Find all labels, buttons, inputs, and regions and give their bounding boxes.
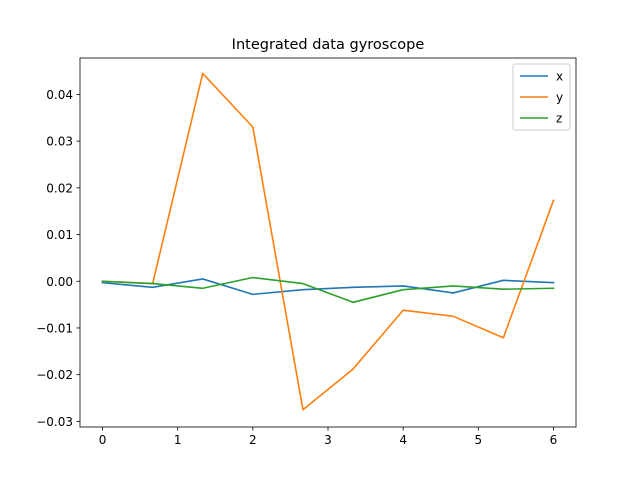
data-point-x (151, 286, 154, 289)
data-point-x (452, 292, 455, 294)
data-point-y (302, 408, 304, 411)
x-tick-label: 6 (550, 433, 558, 447)
data-point-z (352, 301, 354, 304)
data-point-x (552, 281, 555, 284)
y-tick-label: −0.02 (36, 368, 73, 382)
data-point-x (101, 281, 104, 284)
data-point-z (302, 282, 304, 285)
data-point-y (252, 126, 254, 128)
data-point-z (502, 288, 505, 291)
legend: xyz (512, 63, 571, 131)
data-point-x (201, 278, 204, 280)
data-point-z (252, 276, 254, 279)
data-point-y (552, 199, 555, 202)
data-point-z (101, 280, 104, 283)
data-point-x (252, 293, 254, 296)
y-tick-label: −0.03 (36, 415, 73, 429)
data-point-x (402, 285, 404, 287)
data-point-z (452, 285, 455, 287)
x-tick-label: 0 (99, 433, 107, 447)
data-point-z (151, 282, 154, 285)
y-tick-label: 0.00 (46, 275, 73, 289)
chart-title: Integrated data gyroscope (232, 37, 425, 53)
legend-label-y: y (556, 91, 563, 105)
data-point-y (502, 336, 505, 339)
series-line-z (101, 276, 555, 304)
data-point-x (302, 288, 304, 291)
data-point-y (201, 72, 204, 75)
y-tick-label: 0.03 (46, 135, 73, 149)
x-tick-label: 3 (324, 433, 332, 447)
x-tick-label: 4 (399, 433, 407, 447)
data-point-y (352, 368, 354, 370)
x-tick-label: 1 (174, 433, 182, 447)
x-tick-label: 2 (249, 433, 257, 447)
series-line-y (101, 72, 555, 411)
y-tick-label: 0.01 (46, 228, 73, 242)
data-point-y (402, 309, 404, 312)
legend-label-z: z (556, 112, 562, 126)
data-point-x (352, 286, 354, 289)
data-point-x (502, 279, 505, 282)
y-axis: −0.03 −0.02 −0.01 0.00 0.01 0.02 0.03 0.04 (36, 88, 80, 429)
x-tick-label: 5 (474, 433, 482, 447)
plot-lines (101, 72, 555, 411)
y-tick-label: −0.01 (36, 321, 73, 335)
data-point-z (402, 288, 404, 291)
data-point-z (552, 287, 555, 290)
axes-frame (79, 57, 577, 428)
data-point-z (201, 287, 204, 290)
legend-label-x: x (556, 70, 563, 84)
x-axis: 0 1 2 3 4 5 6 (99, 427, 558, 447)
y-tick-label: 0.04 (46, 88, 73, 102)
data-point-y (452, 315, 455, 318)
series-line-x (101, 278, 555, 296)
y-tick-label: 0.02 (46, 181, 73, 195)
